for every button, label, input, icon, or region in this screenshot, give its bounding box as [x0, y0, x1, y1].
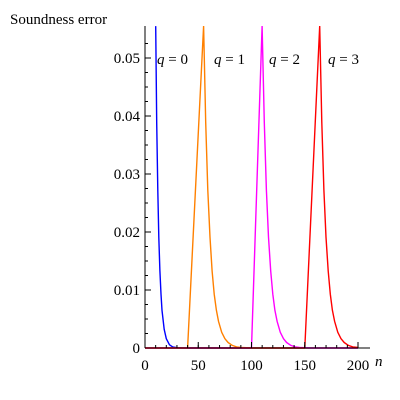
curve-label-value: = 0	[165, 52, 188, 68]
curve-label-value: = 3	[336, 52, 359, 68]
x-tick-label: 100	[240, 358, 263, 374]
x-tick-label: 200	[347, 358, 370, 374]
series-line-q2	[145, 26, 358, 349]
curve-label-value: = 2	[277, 52, 300, 68]
curve-label-var: q	[157, 52, 165, 68]
curve-label-var: q	[269, 52, 277, 68]
x-tick-label: 0	[141, 358, 149, 374]
curve-label-q2: q = 2	[269, 52, 300, 68]
y-tick-label: 0.02	[114, 225, 140, 241]
series-line-q1	[145, 26, 358, 349]
curve-label-var: q	[214, 52, 222, 68]
curves-group	[145, 26, 359, 349]
x-tick-label: 50	[191, 358, 206, 374]
axes-group: 0 50 100 150 200 0 0.01 0.02 0.03 0.04 0.05	[114, 26, 370, 374]
y-tick-label: 0.01	[114, 283, 140, 299]
y-axis-title: Soundness error	[10, 12, 107, 28]
curve-label-value: = 1	[222, 52, 245, 68]
y-tick-label: 0.03	[114, 167, 140, 183]
x-axis-title: n	[375, 354, 383, 370]
curve-label-q1: q = 1	[214, 52, 245, 68]
curve-label-var: q	[328, 52, 336, 68]
x-tick-label: 150	[294, 358, 317, 374]
y-tick-label: 0	[133, 341, 141, 357]
y-tick-label: 0.04	[114, 109, 141, 125]
y-tick-label: 0.05	[114, 51, 140, 67]
curve-label-q0: q = 0	[157, 52, 188, 68]
series-line-q3	[145, 26, 359, 349]
curve-label-q3: q = 3	[328, 52, 359, 68]
